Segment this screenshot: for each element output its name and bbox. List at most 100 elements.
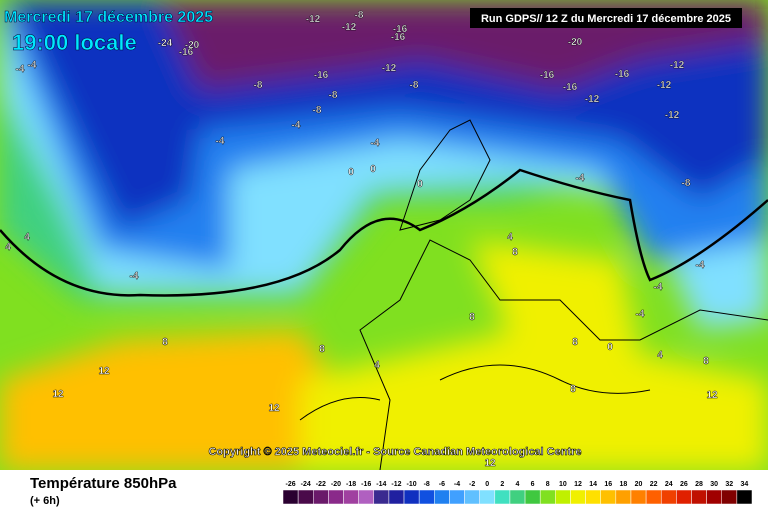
contour-label: 8 [469,312,475,323]
contour-label: 4 [374,360,380,371]
contour-label: 12 [706,390,718,401]
contour-label: 12 [52,389,64,400]
copyright: Copyright © 2025 Meteociel.fr - Source C… [208,446,581,458]
contour-label: -12 [665,110,680,121]
scale-swatch [585,489,601,505]
contour-label: -8 [313,105,322,116]
color-scale: -26 -24 -22 -20 -18 -16 -14 -12 -10 -8 -6 -4 -2 0 2 4 6 8… [282,481,753,505]
scale-swatch [449,489,465,505]
scale-swatch [388,489,405,505]
scale-swatch [706,489,722,505]
scale-swatch [630,489,647,505]
contour-label: -20 [568,37,583,48]
scale-label: 30 [710,481,718,488]
scale-swatch [373,489,390,505]
scale-swatch [418,489,435,505]
contour-label: 12 [268,403,280,414]
contour-label: -4 [16,64,25,75]
scale-swatch [403,489,420,505]
contour-label: -20 [185,40,200,51]
scale-label: 8 [546,481,550,488]
run-box [470,8,742,28]
scale-swatch [328,489,344,505]
scale-label: -24 [301,481,311,488]
scale-label: 22 [650,481,658,488]
scale-label: 2 [500,481,504,488]
contour-label: 4 [5,242,11,253]
scale-label: -8 [424,481,430,488]
scale-swatch [524,489,541,505]
scale-label: -14 [376,481,386,488]
scale-swatch [494,489,511,505]
contour-label: -8 [355,10,364,21]
scale-swatch [297,489,314,505]
contour-label: -8 [329,90,338,101]
contour-label: 4 [507,232,513,243]
scale-label: 4 [516,481,520,488]
contour-label: -4 [292,120,301,131]
scale-label: -18 [346,481,356,488]
scale-label: 6 [531,481,535,488]
contour-label: -16 [540,70,555,81]
contour-label: -16 [391,32,406,43]
contour-label: 0 [607,342,613,353]
contour-label: -4 [28,60,37,71]
contour-label: -12 [342,22,357,33]
scale-label: 34 [741,481,749,488]
contour-label: -4 [216,136,225,147]
contour-label: 8 [570,384,576,395]
scale-swatch [479,489,496,505]
contour-label: 0 [417,179,423,190]
scale-swatch [313,489,329,505]
contour-label: -16 [563,82,578,93]
contour-label: -4 [371,138,380,149]
scale-swatch [509,489,526,505]
scale-swatch [539,489,556,505]
scale-label: -6 [439,481,445,488]
contour-label: -4 [130,271,139,282]
time: 19:00 locale [12,30,137,55]
contour-label: -12 [382,63,397,74]
run: Run GDPS// 12 Z du Mercredi 17 décembre … [481,13,731,25]
scale-swatch [570,489,586,505]
date: Mercredi 17 décembre 2025 [4,9,213,26]
scale-swatch [736,489,753,505]
contour-label: 8 [319,344,325,355]
scale-label: -16 [361,481,371,488]
contour-label: -16 [179,47,194,58]
scale-swatch [660,489,677,505]
contour-label: 4 [24,232,30,243]
scale-swatch [676,489,692,505]
scale-swatch [282,489,299,505]
contour-label: -16 [615,69,630,80]
contour-label: -4 [636,309,645,320]
contour-label: 0 [370,164,376,175]
contour-label: -12 [670,60,685,71]
scale-swatch [358,489,375,505]
scale-label: 14 [589,481,597,488]
scale-label: -12 [391,481,401,488]
scale-label: 18 [620,481,628,488]
scale-label: 12 [574,481,582,488]
scale-swatch [645,489,662,505]
contour-label: 4 [657,350,663,361]
scale-label: 0 [485,481,489,488]
scale-swatch [464,489,480,505]
scale-swatch [600,489,617,505]
contour-label: -12 [657,80,672,91]
scale-swatch [343,489,359,505]
scale-swatch [615,489,632,505]
scale-label: 24 [665,481,673,488]
scale-label: 10 [559,481,567,488]
scale-swatch [434,489,450,505]
contour-label: 12 [98,366,110,377]
contour-label: 8 [512,247,518,258]
contour-label: 8 [703,356,709,367]
scale-label: -22 [316,481,326,488]
scale-label: -26 [286,481,296,488]
scale-swatch [691,489,707,505]
contour-label: -12 [306,14,321,25]
contour-label: -16 [314,70,329,81]
scale-label: 26 [680,481,688,488]
